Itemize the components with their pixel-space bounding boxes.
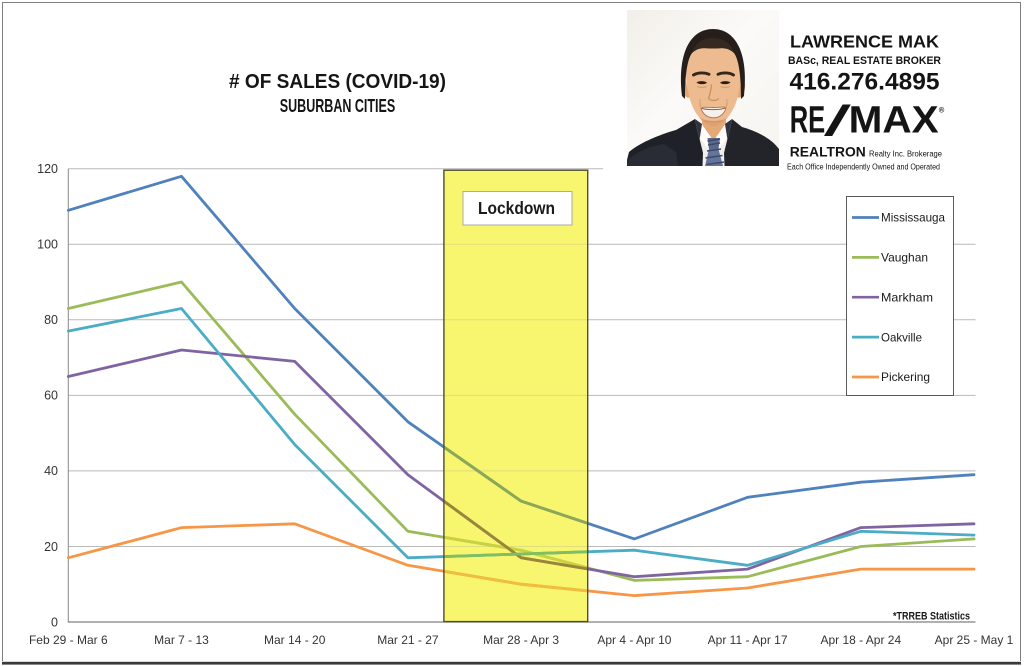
- svg-text:Apr 18 - Apr 24: Apr 18 - Apr 24: [820, 633, 901, 647]
- svg-text:*TRREB Statistics: *TRREB Statistics: [893, 611, 970, 623]
- svg-text:416.276.4895: 416.276.4895: [790, 68, 940, 95]
- svg-text:40: 40: [44, 464, 58, 478]
- svg-text:80: 80: [44, 313, 58, 327]
- svg-text:Lockdown: Lockdown: [478, 198, 555, 218]
- svg-text:LAWRENCE MAK: LAWRENCE MAK: [790, 32, 939, 52]
- svg-text:# OF SALES (COVID-19): # OF SALES (COVID-19): [229, 71, 446, 93]
- svg-text:60: 60: [44, 389, 58, 403]
- svg-text:Pickering: Pickering: [881, 371, 930, 384]
- svg-text:®: ®: [939, 106, 945, 115]
- svg-text:0: 0: [51, 616, 58, 630]
- svg-text:Oakville: Oakville: [881, 331, 922, 344]
- svg-text:Feb 29 - Mar 6: Feb 29 - Mar 6: [29, 633, 108, 647]
- svg-text:Apr 4 - Apr 10: Apr 4 - Apr 10: [597, 633, 671, 647]
- svg-text:Each Office Independently Owne: Each Office Independently Owned and Oper…: [787, 162, 940, 171]
- svg-text:120: 120: [37, 162, 58, 176]
- svg-text:Realty Inc. Brokerage: Realty Inc. Brokerage: [869, 148, 942, 158]
- svg-text:RE: RE: [790, 99, 826, 141]
- svg-text:Mar 21 - 27: Mar 21 - 27: [377, 633, 439, 647]
- svg-text:Mar 14 - 20: Mar 14 - 20: [264, 633, 326, 647]
- svg-text:Mar 28 - Apr 3: Mar 28 - Apr 3: [483, 633, 559, 647]
- svg-text:Apr 11 - Apr 17: Apr 11 - Apr 17: [708, 633, 788, 647]
- svg-text:Markham: Markham: [881, 291, 933, 304]
- svg-text:Vaughan: Vaughan: [881, 252, 928, 265]
- svg-text:BASc, REAL ESTATE BROKER: BASc, REAL ESTATE BROKER: [788, 55, 941, 67]
- svg-text:100: 100: [37, 238, 58, 252]
- svg-text:Mar 7 - 13: Mar 7 - 13: [154, 633, 209, 647]
- svg-text:REALTRON: REALTRON: [790, 144, 866, 160]
- svg-text:SUBURBAN CITIES: SUBURBAN CITIES: [280, 96, 396, 116]
- svg-text:Mississauga: Mississauga: [881, 212, 945, 225]
- svg-text:Apr 25 - May 1: Apr 25 - May 1: [935, 633, 1014, 647]
- svg-text:20: 20: [44, 540, 58, 554]
- svg-text:MAX: MAX: [849, 99, 940, 141]
